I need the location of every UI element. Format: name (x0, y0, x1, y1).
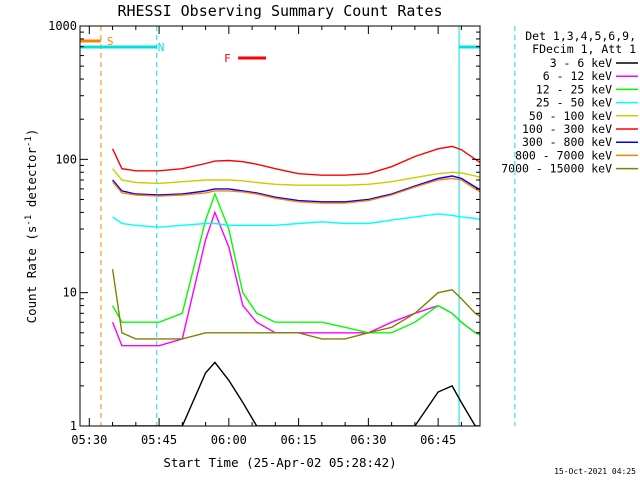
x-tick-label: 06:00 (211, 433, 247, 447)
generation-timestamp: 15-Oct-2021 04:25 (554, 467, 636, 476)
x-tick-label: 06:45 (420, 433, 456, 447)
series-line-2 (111, 210, 480, 347)
series-line-7 (112, 175, 480, 203)
x-tick-label: 05:30 (71, 433, 107, 447)
x-axis-label: Start Time (25-Apr-02 05:28:42) (163, 455, 396, 470)
flag-label-F: F (224, 52, 231, 65)
series-line-1 (112, 361, 480, 426)
y-tick-label: 1 (70, 419, 77, 433)
series-lines (111, 145, 480, 426)
series-line-6 (111, 145, 480, 176)
x-tick-label: 05:45 (141, 433, 177, 447)
legend-header-line2: FDecim 1, Att 1 (532, 42, 636, 56)
y-axis-label: Count Rate (s-1 detector-1) (24, 129, 39, 324)
vertical-markers (100, 26, 516, 426)
legend-entry-label: 6 - 12 keV (543, 69, 612, 83)
series-line-5 (112, 168, 480, 186)
legend-entry-label: 800 - 7000 keV (515, 148, 612, 162)
legend-entry-label: 300 - 800 keV (522, 135, 612, 149)
legend-entry-label: 25 - 50 keV (536, 96, 612, 110)
series-line-8 (112, 177, 480, 204)
flag-label-S: S (107, 35, 114, 48)
legend-entry-label: 3 - 6 keV (550, 56, 612, 70)
y-tick-label: 10 (63, 286, 77, 300)
x-tick-label: 06:15 (281, 433, 317, 447)
y-tick-label: 1000 (48, 19, 77, 33)
legend-entry-label: 12 - 25 keV (536, 82, 612, 96)
series-line-3 (111, 192, 480, 336)
series-line-4 (112, 213, 480, 228)
plot-frame (79, 25, 481, 427)
legend-entry-label: 7000 - 15000 keV (501, 162, 612, 176)
axes: 05:30 05:45 06:00 06:15 06:30 06:45 1 10 100 1000 (48, 19, 480, 447)
series-line-9 (111, 269, 480, 340)
legend-entry-label: 100 - 300 keV (522, 122, 612, 136)
y-tick-label: 100 (55, 152, 77, 166)
flag-intervals: S N F (80, 35, 480, 65)
x-tick-label: 06:30 (350, 433, 386, 447)
flag-label-N: N (158, 41, 165, 54)
legend: Det 1,3,4,5,6,9, FDecim 1, Att 1 3 - 6 k… (501, 29, 638, 176)
chart-title: RHESSI Observing Summary Count Rates (117, 2, 442, 20)
legend-header-line1: Det 1,3,4,5,6,9, (525, 29, 636, 43)
legend-entry-label: 50 - 100 keV (529, 109, 612, 123)
